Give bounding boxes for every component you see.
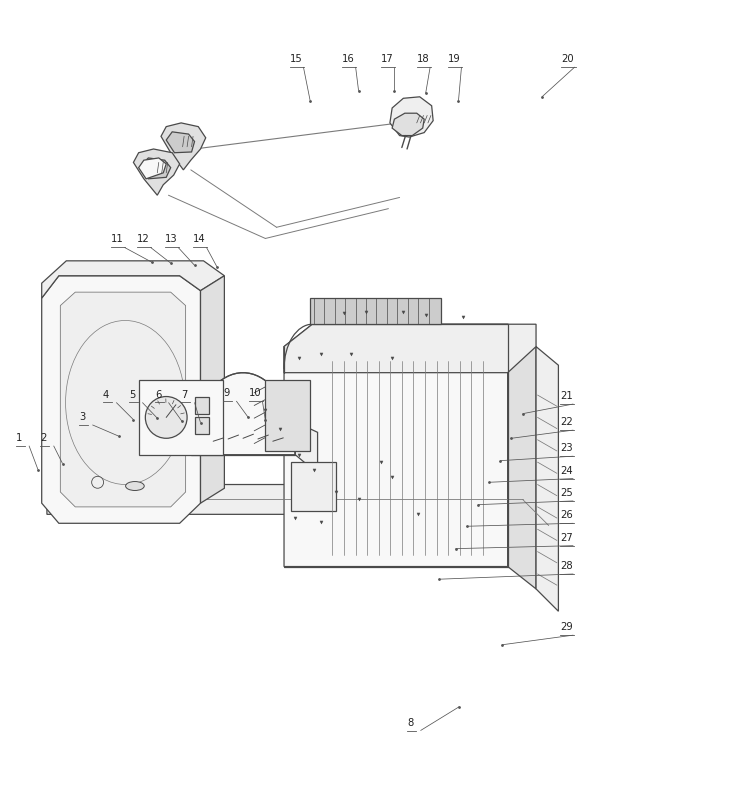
Polygon shape — [139, 380, 223, 455]
Polygon shape — [291, 462, 336, 510]
Circle shape — [92, 477, 104, 489]
Polygon shape — [47, 485, 549, 540]
Polygon shape — [536, 347, 559, 611]
Text: 11: 11 — [111, 234, 124, 245]
Polygon shape — [42, 276, 200, 523]
Text: 15: 15 — [290, 54, 303, 64]
Text: 2: 2 — [40, 433, 46, 443]
Text: 13: 13 — [165, 234, 177, 245]
Text: 16: 16 — [342, 54, 355, 64]
Text: 20: 20 — [562, 54, 574, 64]
Text: 7: 7 — [181, 390, 187, 399]
Text: 25: 25 — [560, 488, 573, 498]
Text: 28: 28 — [560, 561, 572, 571]
Circle shape — [146, 397, 187, 438]
Text: 8: 8 — [407, 717, 413, 728]
Polygon shape — [392, 114, 424, 135]
Text: 5: 5 — [129, 390, 135, 399]
Polygon shape — [161, 123, 205, 170]
Text: 10: 10 — [249, 388, 261, 398]
Text: 14: 14 — [193, 234, 205, 245]
Polygon shape — [194, 418, 209, 434]
Text: 12: 12 — [137, 234, 150, 245]
Polygon shape — [139, 158, 167, 179]
Polygon shape — [194, 397, 209, 414]
Text: 1: 1 — [16, 433, 22, 443]
Polygon shape — [141, 158, 171, 179]
Text: 9: 9 — [223, 388, 229, 398]
Text: 22: 22 — [560, 417, 573, 427]
Text: 21: 21 — [560, 391, 573, 401]
Ellipse shape — [125, 481, 144, 490]
Polygon shape — [61, 292, 185, 507]
Text: 24: 24 — [560, 465, 572, 476]
Polygon shape — [134, 149, 179, 196]
Polygon shape — [295, 422, 317, 473]
Polygon shape — [390, 97, 433, 137]
Text: 19: 19 — [448, 54, 461, 64]
Polygon shape — [42, 261, 224, 298]
Polygon shape — [167, 132, 194, 153]
Text: 18: 18 — [417, 54, 430, 64]
Text: 27: 27 — [560, 533, 573, 543]
Polygon shape — [284, 324, 508, 567]
Polygon shape — [284, 324, 536, 373]
Text: 23: 23 — [560, 444, 572, 453]
Polygon shape — [310, 298, 441, 324]
Text: 3: 3 — [79, 412, 85, 422]
Polygon shape — [190, 373, 295, 455]
Text: 29: 29 — [560, 622, 573, 632]
Polygon shape — [200, 276, 224, 503]
Text: 17: 17 — [381, 54, 394, 64]
Text: 26: 26 — [560, 510, 573, 520]
Polygon shape — [265, 380, 310, 451]
Text: 4: 4 — [103, 390, 109, 399]
Text: 6: 6 — [155, 390, 161, 399]
Polygon shape — [508, 324, 536, 589]
